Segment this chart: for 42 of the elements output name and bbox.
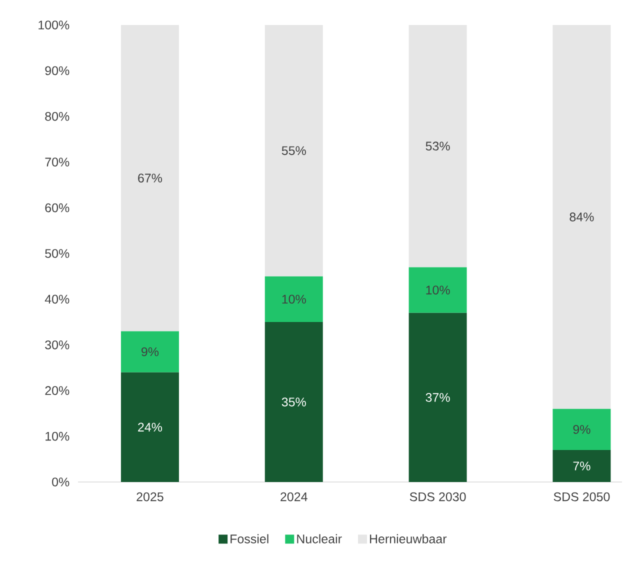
y-tick-label: 90% <box>45 66 70 76</box>
y-tick-label: 50% <box>45 249 70 258</box>
x-tick-label: 2024 <box>280 492 308 502</box>
y-tick-label: 30% <box>45 340 70 350</box>
bar <box>264 24 323 276</box>
data-label: 9% <box>142 347 159 356</box>
data-label: 9% <box>573 425 590 434</box>
y-tick-label: 100% <box>38 20 70 30</box>
y-tick-label: 0% <box>52 478 70 486</box>
x-tick-label: SDS 2050 <box>554 492 610 502</box>
y-tick-label: 70% <box>45 158 70 167</box>
y-tick-label: 80% <box>45 112 70 121</box>
bar <box>408 267 467 313</box>
y-tick-label: 20% <box>45 386 70 396</box>
data-label: 84% <box>570 212 594 222</box>
data-label: 67% <box>138 174 162 183</box>
bar <box>408 24 467 268</box>
bar <box>120 372 179 482</box>
data-label: 24% <box>138 422 162 432</box>
bar <box>264 276 323 322</box>
bar <box>552 450 611 482</box>
bar <box>408 312 467 482</box>
x-tick-label: SDS 2030 <box>410 492 466 502</box>
legend-label: Nucleair <box>297 534 342 544</box>
legend-label: Hernieuwbaar <box>370 534 447 544</box>
y-tick-label: 60% <box>45 203 70 212</box>
bar <box>120 331 179 372</box>
y-tick-label: 40% <box>44 294 70 304</box>
x-tick-label: 2025 <box>136 492 164 502</box>
data-label: 35% <box>282 398 306 406</box>
legend-label: Fossiel <box>230 534 268 544</box>
data-label: 7% <box>573 462 590 470</box>
data-label: 55% <box>282 146 306 156</box>
data-label: 37% <box>426 393 450 402</box>
bar <box>120 24 179 332</box>
data-label: 10% <box>282 294 306 304</box>
bar <box>552 24 611 409</box>
data-label: 10% <box>426 286 450 294</box>
bar <box>264 322 323 482</box>
bar <box>552 408 611 450</box>
data-label: 53% <box>426 142 450 151</box>
y-tick-label: 10% <box>46 432 70 441</box>
